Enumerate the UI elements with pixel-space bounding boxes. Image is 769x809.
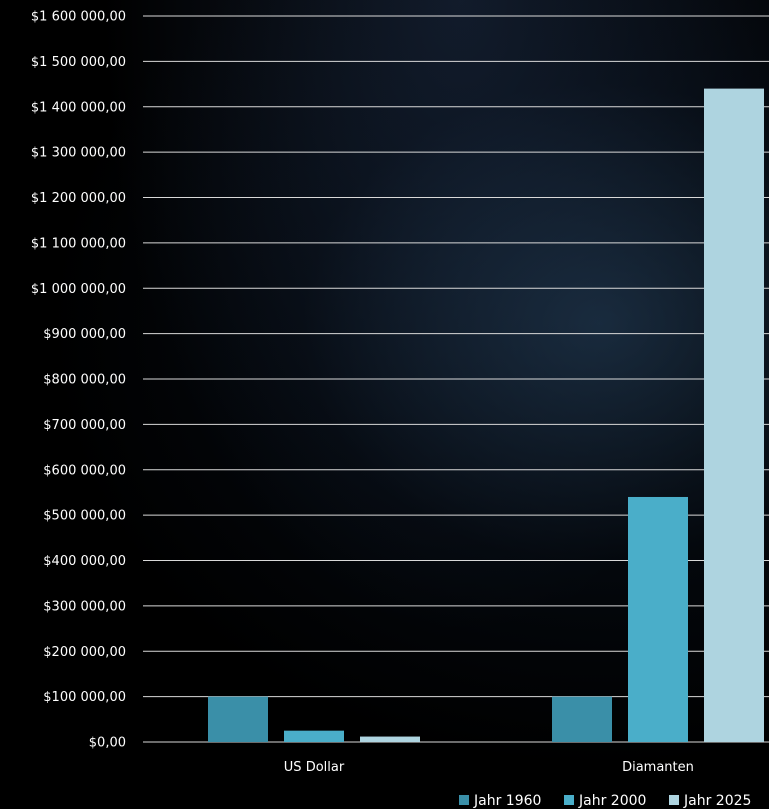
bar-us-dollar-jahr-2025: [360, 736, 420, 742]
legend-swatch: [669, 795, 679, 805]
legend-label: Jahr 2000: [578, 793, 646, 809]
bar-diamanten-jahr-2025: [704, 88, 764, 743]
y-tick-label: $1 300 000,00: [31, 146, 126, 161]
y-tick-label: $1 200 000,00: [31, 191, 126, 206]
y-tick-label: $0,00: [89, 736, 126, 751]
legend: Jahr 1960 Jahr 2000 Jahr 2025: [459, 793, 751, 809]
bar-diamanten-jahr-2000: [628, 496, 688, 742]
y-tick-label: $500 000,00: [43, 509, 126, 524]
legend-swatch: [564, 795, 574, 805]
bar-diamanten-jahr-1960: [552, 696, 612, 742]
y-tick-label: $1 600 000,00: [31, 10, 126, 25]
y-tick-label: $800 000,00: [43, 373, 126, 388]
legend-swatch: [459, 795, 469, 805]
y-tick-label: $1 100 000,00: [31, 236, 126, 251]
legend-label: Jahr 2025: [683, 793, 751, 809]
y-axis-tick-labels: $0,00 $100 000,00 $200 000,00 $300 000,00 $4…: [31, 10, 126, 751]
y-tick-label: $600 000,00: [43, 463, 126, 478]
y-tick-label: $1 400 000,00: [31, 100, 126, 115]
y-tick-label: $200 000,00: [43, 645, 126, 660]
bars: [208, 88, 764, 743]
x-axis-category-labels: US Dollar Diamanten: [284, 760, 694, 775]
x-category-label: US Dollar: [284, 760, 345, 775]
y-tick-label: $300 000,00: [43, 599, 126, 614]
x-category-label: Diamanten: [622, 760, 694, 775]
legend-label: Jahr 1960: [473, 793, 541, 809]
bar-us-dollar-jahr-1960: [208, 696, 268, 742]
grid: [143, 15, 769, 743]
y-tick-label: $900 000,00: [43, 327, 126, 342]
bar-us-dollar-jahr-2000: [284, 730, 344, 742]
y-tick-label: $400 000,00: [43, 554, 126, 569]
y-tick-label: $1 500 000,00: [31, 55, 126, 70]
y-tick-label: $100 000,00: [43, 690, 126, 705]
y-tick-label: $700 000,00: [43, 418, 126, 433]
y-tick-label: $1 000 000,00: [31, 282, 126, 297]
